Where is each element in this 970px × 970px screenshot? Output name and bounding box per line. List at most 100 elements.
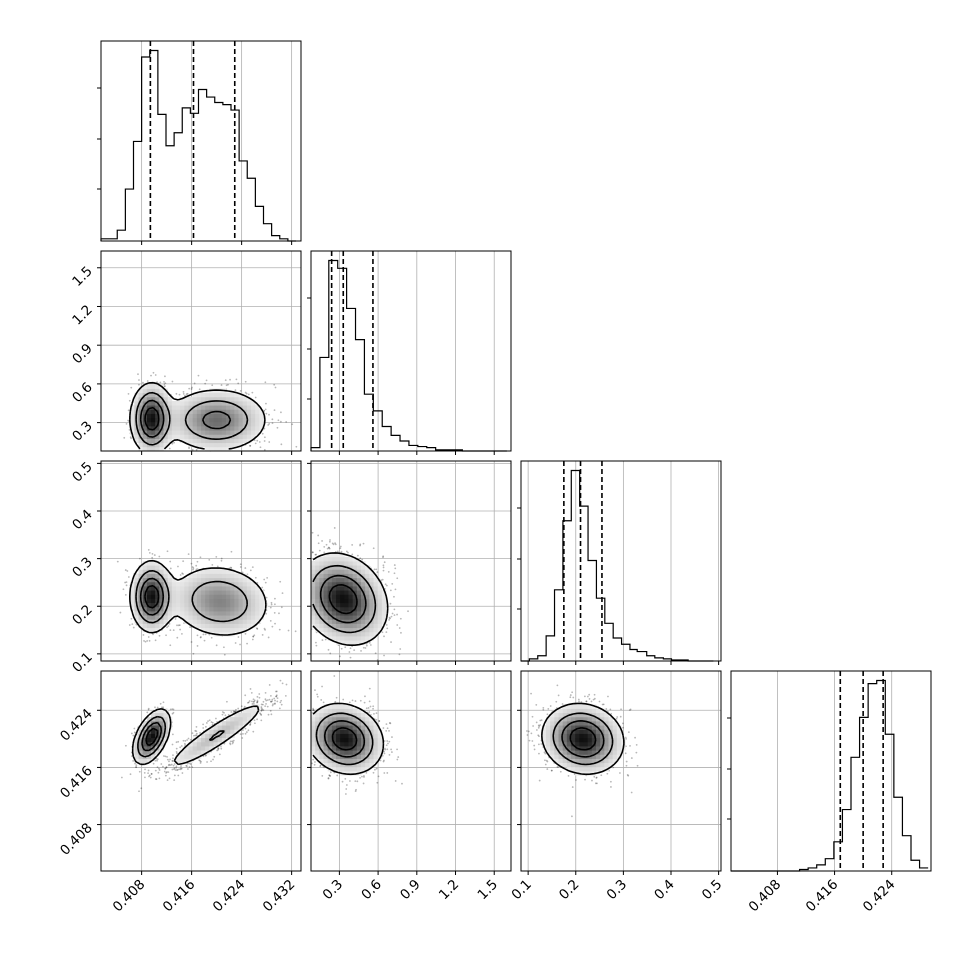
density-cell [377, 581, 383, 587]
scatter-point [398, 627, 401, 629]
density-cell [340, 640, 345, 645]
scatter-point [262, 700, 265, 703]
density-cell [554, 750, 559, 755]
density-cell [159, 606, 164, 612]
density-cell [134, 405, 139, 410]
density-cell [130, 598, 135, 604]
density-cell [616, 725, 622, 730]
scatter-point [263, 436, 266, 439]
scatter-point [146, 380, 149, 382]
scatter-point [393, 608, 396, 611]
density-cell [209, 606, 214, 612]
density-cell [365, 606, 370, 612]
scatter-point [190, 388, 193, 390]
scatter-point [393, 572, 396, 575]
scatter-point [341, 780, 344, 783]
density-cell [327, 606, 333, 612]
density-cell [151, 426, 156, 431]
density-cell [246, 409, 252, 414]
density-cell [356, 712, 362, 718]
scatter-point [270, 713, 273, 716]
density-cell [217, 417, 223, 423]
density-cell [575, 725, 580, 730]
density-cell [188, 746, 194, 751]
density-cell [344, 636, 349, 641]
density-cell [352, 590, 358, 595]
density-cell [331, 606, 337, 612]
scatter-point [389, 602, 392, 605]
density-cell [319, 750, 324, 755]
scatter-point [191, 386, 193, 389]
density-cell [151, 421, 156, 427]
density-cell [221, 430, 227, 435]
density-cell [234, 611, 239, 616]
scatter-point [200, 760, 202, 763]
density-cell [323, 619, 329, 624]
density-cell [315, 606, 320, 612]
scatter-point [232, 710, 235, 713]
density-cell [365, 577, 370, 583]
density-cell [583, 771, 589, 776]
density-cell [217, 573, 223, 579]
density-cell [336, 754, 341, 759]
density-cell [234, 725, 239, 730]
scatter-point [339, 545, 342, 548]
density-cell [209, 733, 214, 739]
scatter-point [264, 691, 267, 694]
density-cell [348, 631, 354, 637]
density-cell [209, 729, 214, 734]
density-cell [344, 712, 349, 718]
scatter-point [386, 748, 389, 751]
panel-frame-1-1 [310, 250, 512, 452]
density-cell [344, 598, 349, 604]
density-cell [571, 758, 576, 764]
density-cell [221, 426, 227, 431]
density-cell [230, 405, 235, 410]
scatter-point [280, 443, 283, 446]
density-cell [155, 388, 160, 394]
scatter-point [384, 583, 387, 586]
scatter-point [321, 774, 324, 777]
scatter-point [378, 720, 381, 722]
density-cell [163, 438, 169, 444]
scatter-point [128, 624, 131, 626]
scatter-point [199, 636, 202, 638]
contour-level-3 [141, 721, 162, 752]
density-cell [352, 561, 358, 566]
scatter-point [328, 540, 331, 543]
density-cell [361, 565, 366, 570]
density-cell [327, 725, 333, 730]
scatter-point [260, 703, 263, 706]
density-cell [373, 594, 379, 599]
scatter-point [196, 645, 199, 647]
density-cell [230, 586, 235, 591]
density-cell [234, 442, 239, 448]
density-cell [159, 746, 164, 751]
density-cell [246, 413, 252, 419]
scatter-point [165, 766, 168, 769]
scatter-point [385, 624, 388, 626]
density-cell [575, 754, 580, 759]
density-cell [327, 631, 333, 637]
scatter-point [259, 713, 262, 716]
density-cell [242, 708, 248, 714]
density-cell [591, 758, 597, 764]
scatter-point [205, 379, 208, 382]
scatter-point [240, 705, 243, 708]
scatter-point [274, 699, 276, 702]
density-cell [196, 569, 202, 574]
density-cell [151, 606, 156, 612]
scatter-point [205, 725, 207, 728]
panel-frame-2-1 [310, 460, 512, 662]
contour-level-2 [315, 712, 374, 766]
density-cell [217, 598, 223, 604]
density-cell [238, 619, 244, 624]
density-cell [238, 438, 244, 444]
scatter-point [163, 380, 165, 383]
density-cell [546, 737, 551, 743]
scatter-point [312, 708, 315, 711]
density-cell [315, 754, 320, 759]
density-cell [167, 409, 173, 414]
scatter-point [635, 751, 638, 754]
density-cell [315, 573, 320, 579]
